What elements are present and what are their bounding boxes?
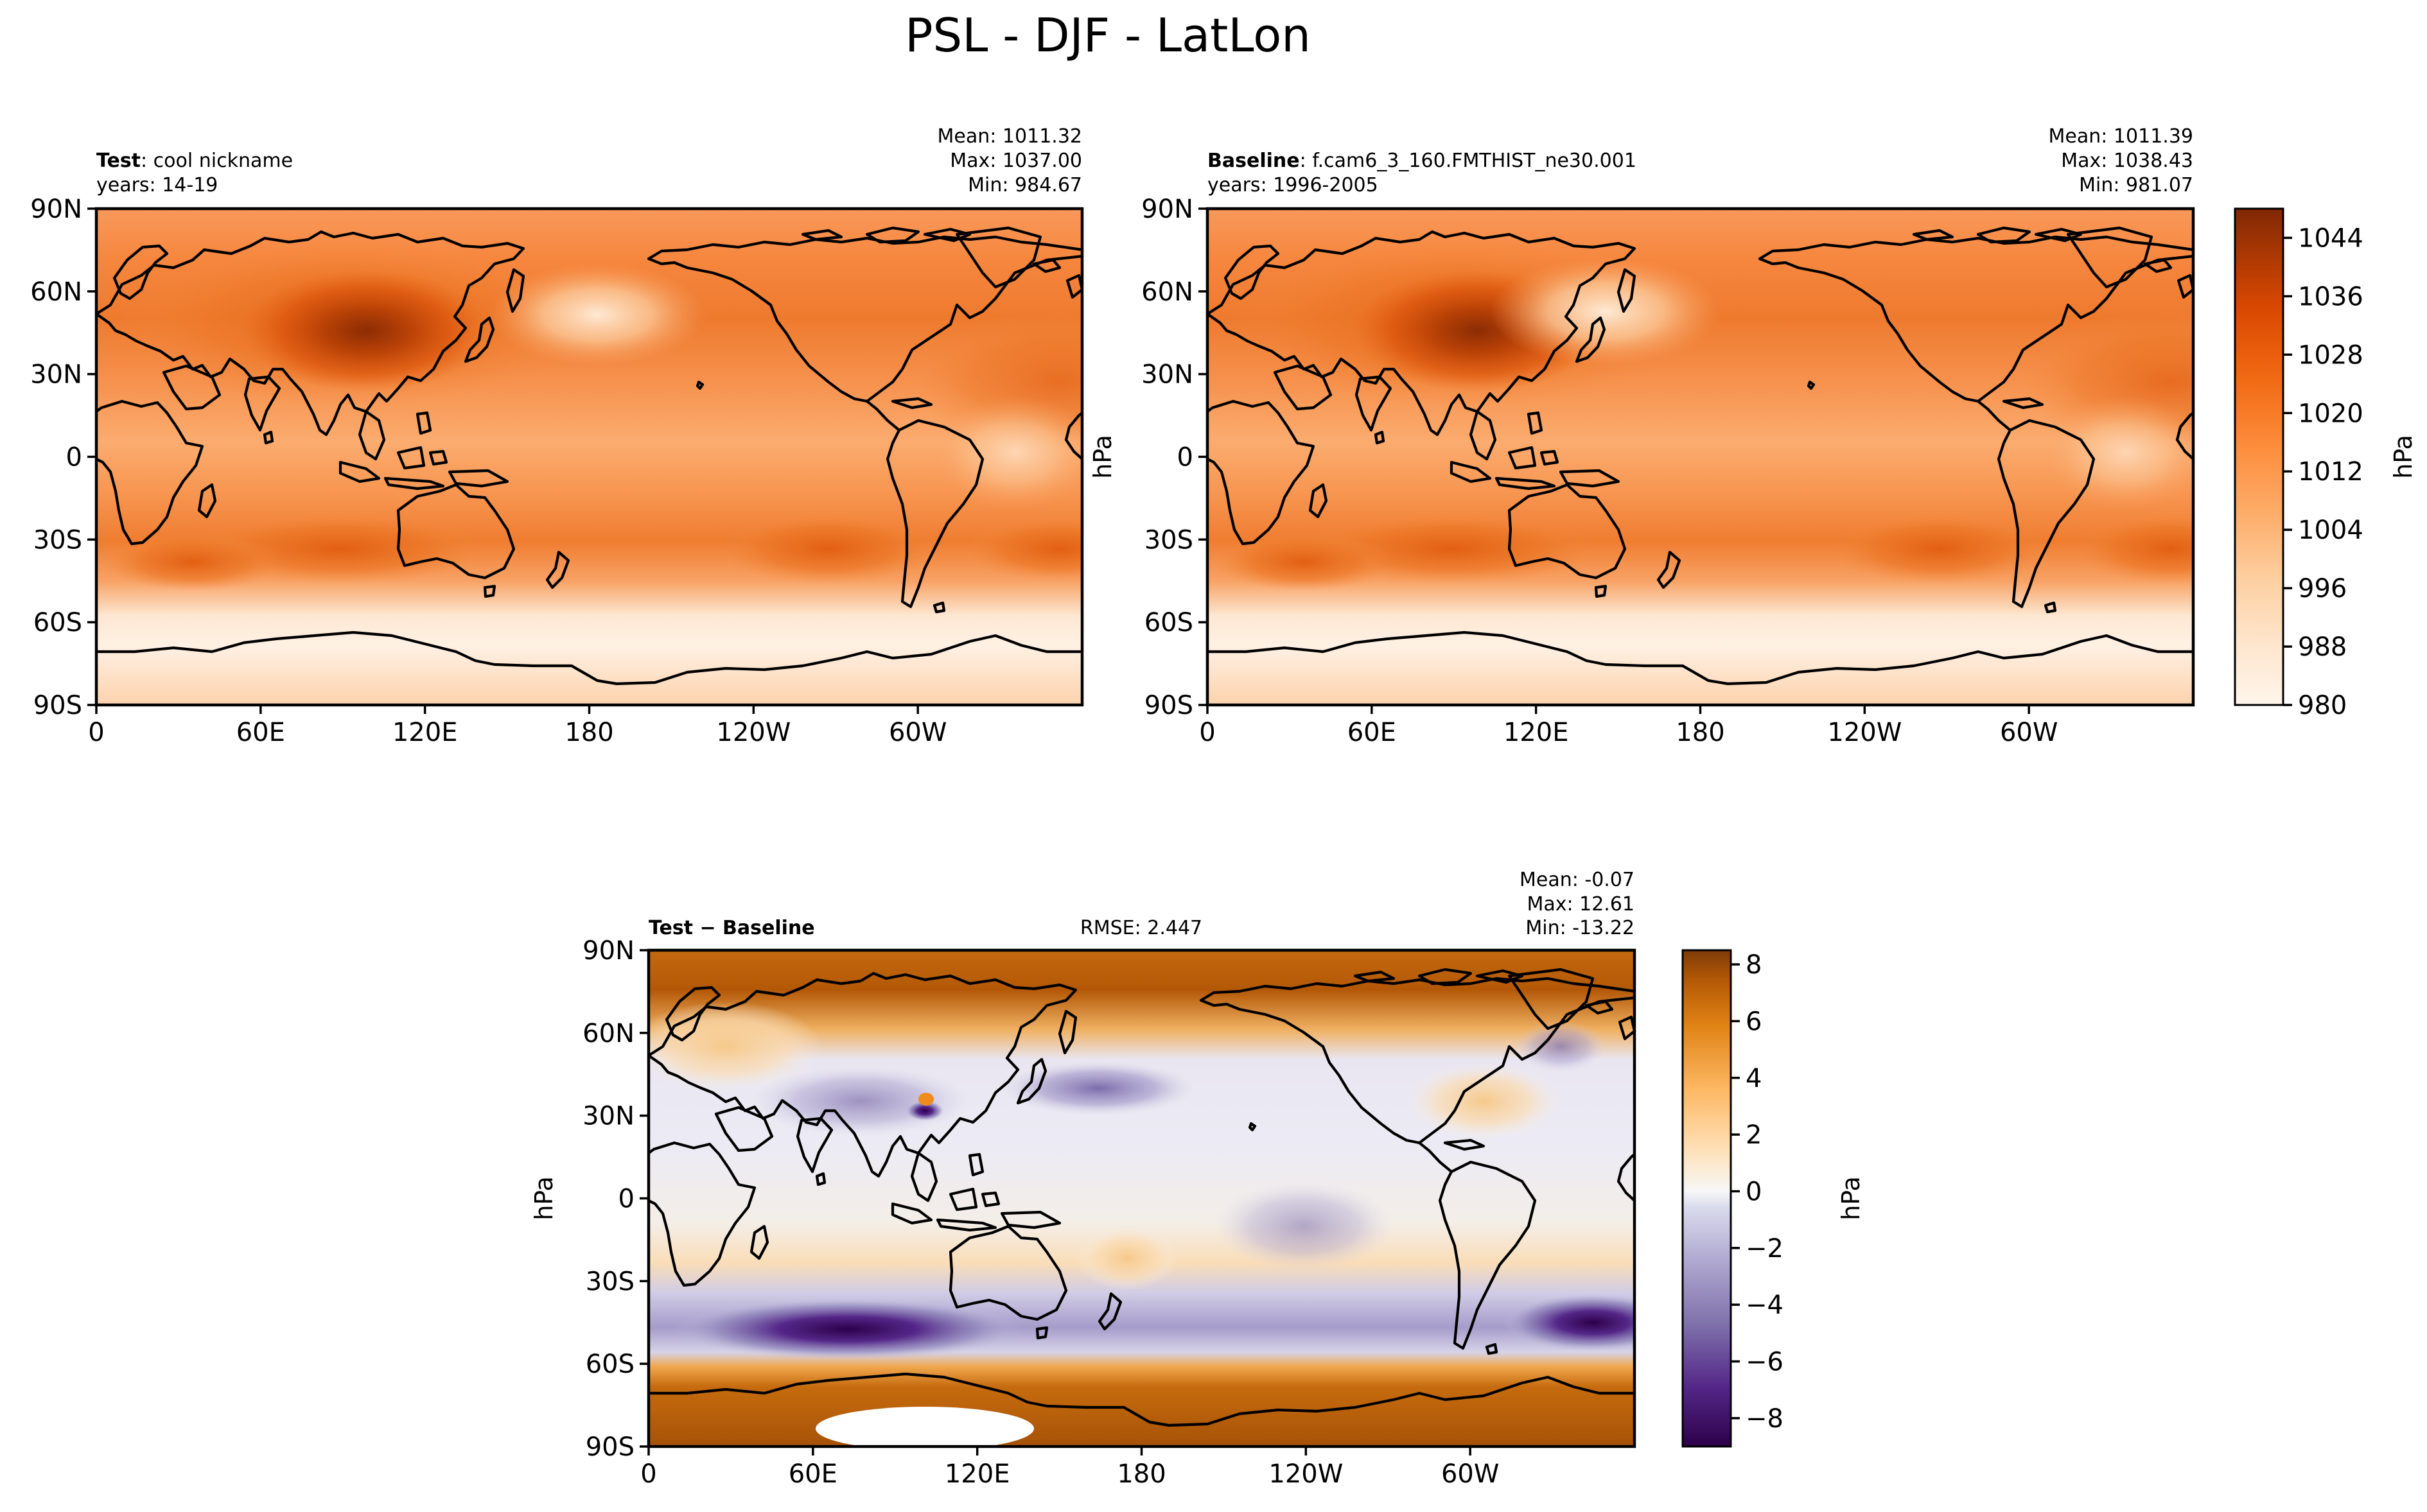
x-tick-label: 120E xyxy=(1503,718,1569,747)
test-mean: Mean: 1011.32 xyxy=(938,125,1082,148)
colorbar-label: hPa xyxy=(2389,435,2417,479)
colorbar-tick-label: 8 xyxy=(1746,950,1762,980)
test-max: Max: 1037.00 xyxy=(950,150,1082,172)
y-tick-label: 30S xyxy=(586,1267,635,1296)
figure-title: PSL - DJF - LatLon xyxy=(905,8,1311,62)
colorbar-tick-label: 1020 xyxy=(2298,399,2363,428)
y-tick-label: 90S xyxy=(1144,691,1193,720)
x-tick-label: 60E xyxy=(789,1459,837,1489)
baseline-panel xyxy=(1205,207,2195,707)
colorbar-tick-label: 1004 xyxy=(2298,516,2363,545)
y-tick-label: 30N xyxy=(583,1102,635,1131)
baseline-years: years: 1996-2005 xyxy=(1207,174,1378,196)
y-tick-label: 90S xyxy=(33,691,82,720)
x-tick-label: 120E xyxy=(392,718,458,747)
y-tick-label: 60N xyxy=(583,1019,635,1048)
diff-colorbar xyxy=(1681,949,1732,1448)
diff-max: Max: 12.61 xyxy=(1527,893,1634,916)
colorbar-tick-label: 988 xyxy=(2298,632,2347,662)
diff-label: Test − Baseline xyxy=(649,917,815,939)
colorbar-tick-label: 2 xyxy=(1746,1120,1762,1150)
colorbar-tick-label: 1028 xyxy=(2298,340,2363,370)
baseline-max: Max: 1038.43 xyxy=(2061,150,2193,172)
y-tick-label: 60N xyxy=(1141,277,1193,307)
y-tick-label: 90N xyxy=(583,936,635,966)
y-tick-label: 30S xyxy=(1144,525,1193,555)
x-tick-label: 0 xyxy=(1199,718,1215,747)
diff-panel xyxy=(647,948,1636,1448)
x-tick-label: 60E xyxy=(236,718,285,747)
main-colorbar xyxy=(2234,207,2284,706)
baseline-label: Baseline: f.cam6_3_160.FMTHIST_ne30.001 xyxy=(1207,150,1636,172)
baseline-mean: Mean: 1011.39 xyxy=(2049,125,2193,148)
y-tick-label: 0 xyxy=(66,443,82,473)
test-min: Min: 984.67 xyxy=(968,174,1082,196)
y-tick-label: 60S xyxy=(33,608,82,638)
x-tick-label: 180 xyxy=(1676,718,1724,747)
x-tick-label: 180 xyxy=(565,718,613,747)
y-tick-label: 30S xyxy=(33,525,82,555)
colorbar-tick-label: 4 xyxy=(1746,1064,1762,1093)
x-tick-label: 0 xyxy=(88,718,104,747)
x-tick-label: 120W xyxy=(716,718,791,747)
colorbar-tick-label: −6 xyxy=(1746,1347,1783,1377)
colorbar-tick-label: 6 xyxy=(1746,1007,1762,1036)
x-tick-label: 60W xyxy=(1441,1459,1499,1489)
y-tick-label: 60S xyxy=(1144,608,1193,638)
x-tick-label: 120E xyxy=(945,1459,1010,1489)
colorbar-tick-label: 996 xyxy=(2298,574,2347,604)
diff-mean: Mean: -0.07 xyxy=(1520,869,1634,891)
x-tick-label: 60W xyxy=(889,718,947,747)
colorbar-tick-label: −8 xyxy=(1746,1404,1783,1434)
x-tick-label: 60W xyxy=(2000,718,2058,747)
y-tick-label: 30N xyxy=(30,360,82,390)
x-tick-label: 180 xyxy=(1117,1459,1166,1489)
colorbar-label: hPa xyxy=(1837,1176,1865,1221)
x-tick-label: 120W xyxy=(1827,718,1902,747)
y-tick-label: 90N xyxy=(1141,195,1193,224)
x-tick-label: 60E xyxy=(1347,718,1396,747)
colorbar-tick-label: −2 xyxy=(1746,1234,1783,1264)
colorbar-tick-label: 0 xyxy=(1746,1177,1762,1206)
y-tick-label: 30N xyxy=(1141,360,1193,390)
y-tick-label: 90N xyxy=(30,195,82,224)
baseline-min: Min: 981.07 xyxy=(2079,174,2193,196)
y-axis-label: hPa xyxy=(530,1176,558,1221)
diff-rmse: RMSE: 2.447 xyxy=(1080,917,1202,939)
x-tick-label: 120W xyxy=(1268,1459,1343,1489)
y-axis-label: hPa xyxy=(1089,435,1117,479)
colorbar-tick-label: −4 xyxy=(1746,1290,1783,1320)
colorbar-tick-label: 1012 xyxy=(2298,457,2363,487)
y-tick-label: 0 xyxy=(618,1185,635,1214)
y-tick-label: 90S xyxy=(586,1432,635,1462)
colorbar-tick-label: 1044 xyxy=(2298,223,2363,253)
test-years: years: 14-19 xyxy=(96,174,218,196)
test-panel xyxy=(94,207,1084,707)
colorbar-tick-label: 1036 xyxy=(2298,282,2363,311)
colorbar-tick-label: 980 xyxy=(2298,691,2347,720)
y-tick-label: 60N xyxy=(30,277,82,307)
diff-min: Min: -13.22 xyxy=(1525,917,1634,939)
test-label: Test: cool nickname xyxy=(96,150,293,172)
y-tick-label: 60S xyxy=(586,1350,635,1379)
x-tick-label: 0 xyxy=(640,1459,656,1489)
y-tick-label: 0 xyxy=(1177,443,1193,473)
